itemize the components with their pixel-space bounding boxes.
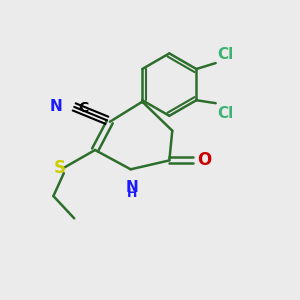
Text: N: N	[50, 99, 62, 114]
Text: S: S	[54, 159, 66, 177]
Text: Cl: Cl	[217, 106, 233, 121]
Text: C: C	[79, 101, 89, 116]
Text: O: O	[197, 152, 211, 169]
Text: N: N	[126, 180, 139, 195]
Text: H: H	[127, 187, 137, 200]
Text: Cl: Cl	[217, 46, 233, 62]
